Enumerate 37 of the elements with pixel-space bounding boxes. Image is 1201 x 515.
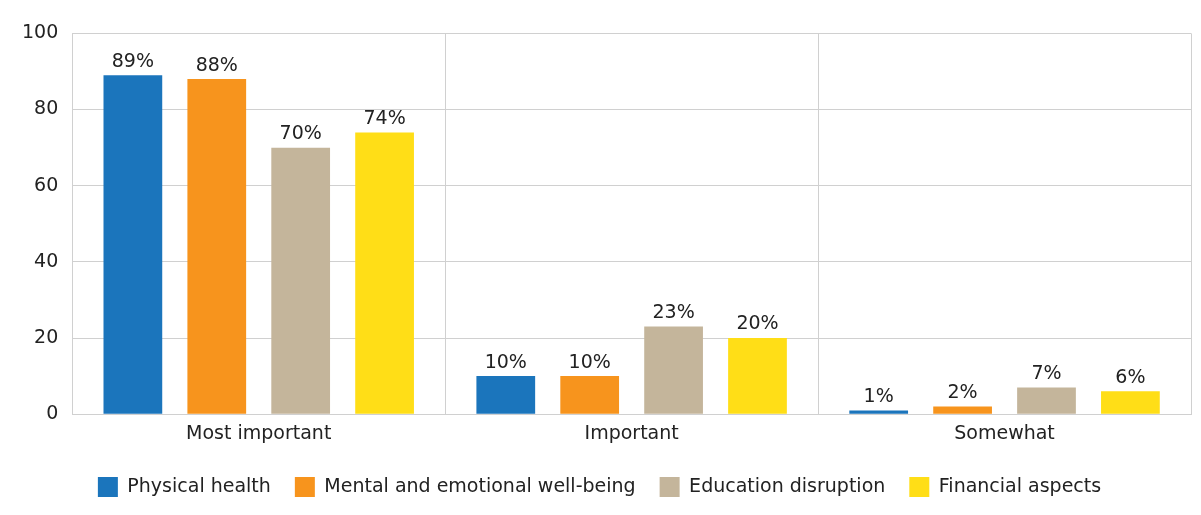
bar <box>187 79 247 414</box>
data-label: 20% <box>736 311 779 334</box>
data-label: 10% <box>484 349 527 372</box>
data-label: 2% <box>947 380 978 403</box>
bar <box>355 132 414 414</box>
y-tick-label: 60 <box>34 172 59 195</box>
data-label: 6% <box>1115 364 1146 387</box>
bar <box>560 376 620 414</box>
bar <box>476 376 536 414</box>
bar <box>728 338 787 414</box>
x-tick-label: Somewhat <box>954 420 1055 443</box>
x-tick-label: Most important <box>186 420 332 443</box>
x-tick-label: Important <box>584 420 679 443</box>
data-label: 70% <box>279 121 322 144</box>
y-tick-label: 0 <box>46 401 59 424</box>
legend-label: Education disruption <box>689 473 886 496</box>
y-tick-label: 40 <box>34 248 59 271</box>
bar <box>644 326 703 414</box>
data-label: 23% <box>652 300 695 323</box>
y-tick-label: 100 <box>22 20 59 43</box>
data-label: 89% <box>111 48 154 71</box>
legend-label: Mental and emotional well-being <box>324 473 636 496</box>
data-label: 74% <box>363 105 406 128</box>
bar <box>1101 391 1160 414</box>
bar <box>933 406 992 414</box>
legend-label: Physical health <box>127 473 271 496</box>
y-tick-label: 20 <box>34 324 59 347</box>
y-tick-label: 80 <box>34 96 59 119</box>
data-label: 88% <box>195 52 238 75</box>
bar <box>271 147 331 414</box>
data-label: 7% <box>1031 360 1062 383</box>
legend-label: Financial aspects <box>938 473 1102 496</box>
bar <box>103 75 163 414</box>
bar <box>849 410 909 414</box>
bar <box>1017 387 1076 414</box>
data-label: 10% <box>568 349 611 372</box>
data-label: 1% <box>863 383 894 406</box>
